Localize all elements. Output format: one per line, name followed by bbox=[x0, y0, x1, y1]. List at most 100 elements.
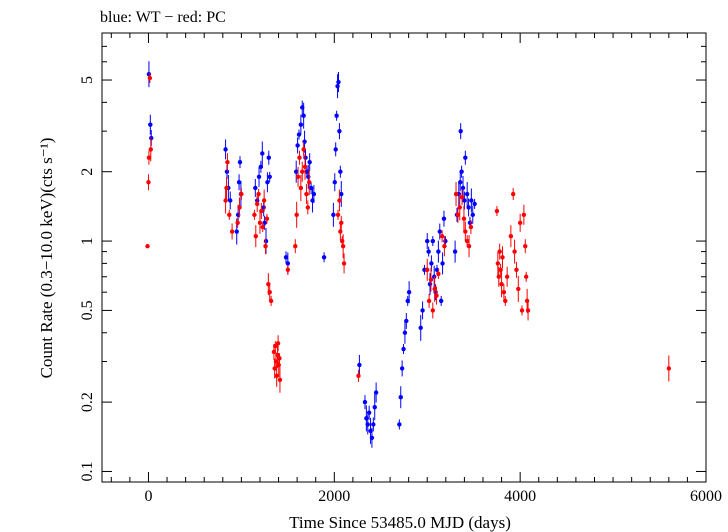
pc-data-point bbox=[267, 289, 272, 295]
x-tick-label: 0 bbox=[144, 488, 152, 505]
y-tick-label: 0.2 bbox=[79, 392, 96, 412]
wt-data-point bbox=[466, 205, 471, 210]
wt-data-point bbox=[306, 174, 311, 180]
wt-data-point bbox=[397, 422, 402, 427]
pc-data-point bbox=[338, 229, 343, 234]
wt-data-point bbox=[464, 191, 470, 197]
wt-data-point bbox=[472, 201, 477, 207]
wt-data-point bbox=[369, 435, 375, 440]
pc-data-point bbox=[512, 249, 517, 254]
pc-data-point bbox=[510, 191, 516, 197]
pc-data-point bbox=[519, 308, 525, 313]
wt-data-point bbox=[337, 128, 342, 134]
y-tick-label: 0.1 bbox=[79, 461, 96, 481]
wt-data-point bbox=[418, 325, 423, 331]
pc-data-point bbox=[439, 233, 445, 239]
pc-data-point bbox=[276, 362, 281, 368]
pc-data-point bbox=[340, 238, 345, 244]
pc-data-point bbox=[227, 212, 232, 218]
pc-data-point bbox=[252, 212, 257, 218]
wt-data-point bbox=[285, 261, 291, 266]
wt-data-point bbox=[429, 261, 434, 266]
wt-data-point bbox=[470, 212, 475, 218]
x-axis-label: Time Since 53485.0 MJD (days) bbox=[289, 513, 511, 532]
wt-data-point bbox=[365, 422, 370, 427]
wt-data-point bbox=[236, 180, 242, 185]
y-tick-label: 2 bbox=[79, 168, 96, 176]
pc-data-point bbox=[229, 229, 235, 234]
pc-data-point bbox=[425, 267, 430, 273]
pc-data-point bbox=[495, 261, 501, 266]
pc-data-point bbox=[496, 274, 501, 279]
pc-data-point bbox=[463, 229, 468, 234]
wt-data-point bbox=[366, 410, 372, 415]
wt-data-point bbox=[398, 395, 403, 400]
wt-data-point bbox=[452, 249, 458, 254]
pc-data-point bbox=[277, 377, 283, 382]
pc-data-point bbox=[339, 220, 344, 226]
wt-data-point bbox=[228, 198, 233, 203]
pc-data-point bbox=[356, 373, 361, 379]
pc-data-point bbox=[260, 224, 265, 230]
wt-data-point bbox=[401, 346, 406, 352]
pc-data-point bbox=[426, 298, 432, 304]
pc-data-point bbox=[524, 298, 530, 304]
wt-data-point bbox=[458, 128, 463, 134]
pc-data-point bbox=[307, 180, 312, 185]
pc-data-point bbox=[514, 267, 519, 273]
pc-data-point bbox=[147, 75, 153, 81]
wt-data-point bbox=[338, 169, 343, 174]
wt-data-point bbox=[256, 174, 262, 180]
wt-data-point bbox=[146, 71, 152, 77]
wt-data-point bbox=[267, 174, 272, 180]
pc-data-point bbox=[499, 281, 504, 287]
pc-data-point bbox=[497, 249, 502, 254]
pc-data-point bbox=[504, 274, 510, 279]
pc-data-point bbox=[261, 198, 267, 203]
pc-data-point bbox=[341, 261, 347, 266]
wt-data-point bbox=[425, 238, 430, 244]
pc-data-point bbox=[442, 243, 447, 249]
pc-data-point bbox=[239, 191, 244, 197]
wt-data-point bbox=[438, 298, 444, 304]
pc-data-point bbox=[294, 212, 299, 218]
wt-data-point bbox=[436, 249, 441, 254]
wt-data-point bbox=[404, 318, 409, 324]
wt-data-point bbox=[462, 198, 467, 203]
pc-data-point bbox=[501, 289, 507, 295]
wt-data-point bbox=[237, 159, 243, 165]
pc-data-point bbox=[468, 224, 474, 230]
x-tick-label: 4000 bbox=[504, 488, 536, 505]
wt-data-point bbox=[430, 238, 436, 244]
wt-data-point bbox=[258, 164, 264, 170]
wt-data-point bbox=[148, 122, 153, 127]
wt-data-point bbox=[467, 220, 473, 226]
pc-data-point bbox=[275, 341, 281, 346]
pc-data-point bbox=[257, 220, 263, 226]
pc-data-point bbox=[494, 208, 500, 214]
pc-data-point bbox=[432, 286, 437, 292]
wt-data-point bbox=[234, 229, 239, 234]
wt-data-point bbox=[459, 169, 464, 174]
wt-data-point bbox=[265, 180, 270, 185]
x-tick-label: 6000 bbox=[690, 488, 722, 505]
wt-data-point bbox=[334, 113, 339, 118]
pc-data-point bbox=[301, 147, 306, 152]
pc-data-point bbox=[293, 243, 298, 249]
pc-data-point bbox=[340, 243, 346, 249]
axis-ticks: 0 2000 4000 6000 0.1 0.2 0.5 1 2 5 bbox=[79, 33, 722, 505]
pc-data-point bbox=[464, 238, 470, 244]
pc-data-point bbox=[304, 191, 309, 197]
pc-data-point bbox=[223, 198, 228, 203]
wt-data-point bbox=[373, 390, 379, 395]
pc-data-point bbox=[285, 267, 291, 273]
wt-data-point bbox=[437, 229, 442, 234]
wt-data-point bbox=[371, 422, 376, 427]
wt-data-point bbox=[335, 84, 340, 89]
pc-data-point bbox=[254, 201, 260, 207]
pc-data-point bbox=[457, 205, 462, 210]
wt-data-point bbox=[402, 330, 408, 335]
pc-data-point bbox=[466, 243, 472, 249]
data-points bbox=[145, 61, 672, 448]
